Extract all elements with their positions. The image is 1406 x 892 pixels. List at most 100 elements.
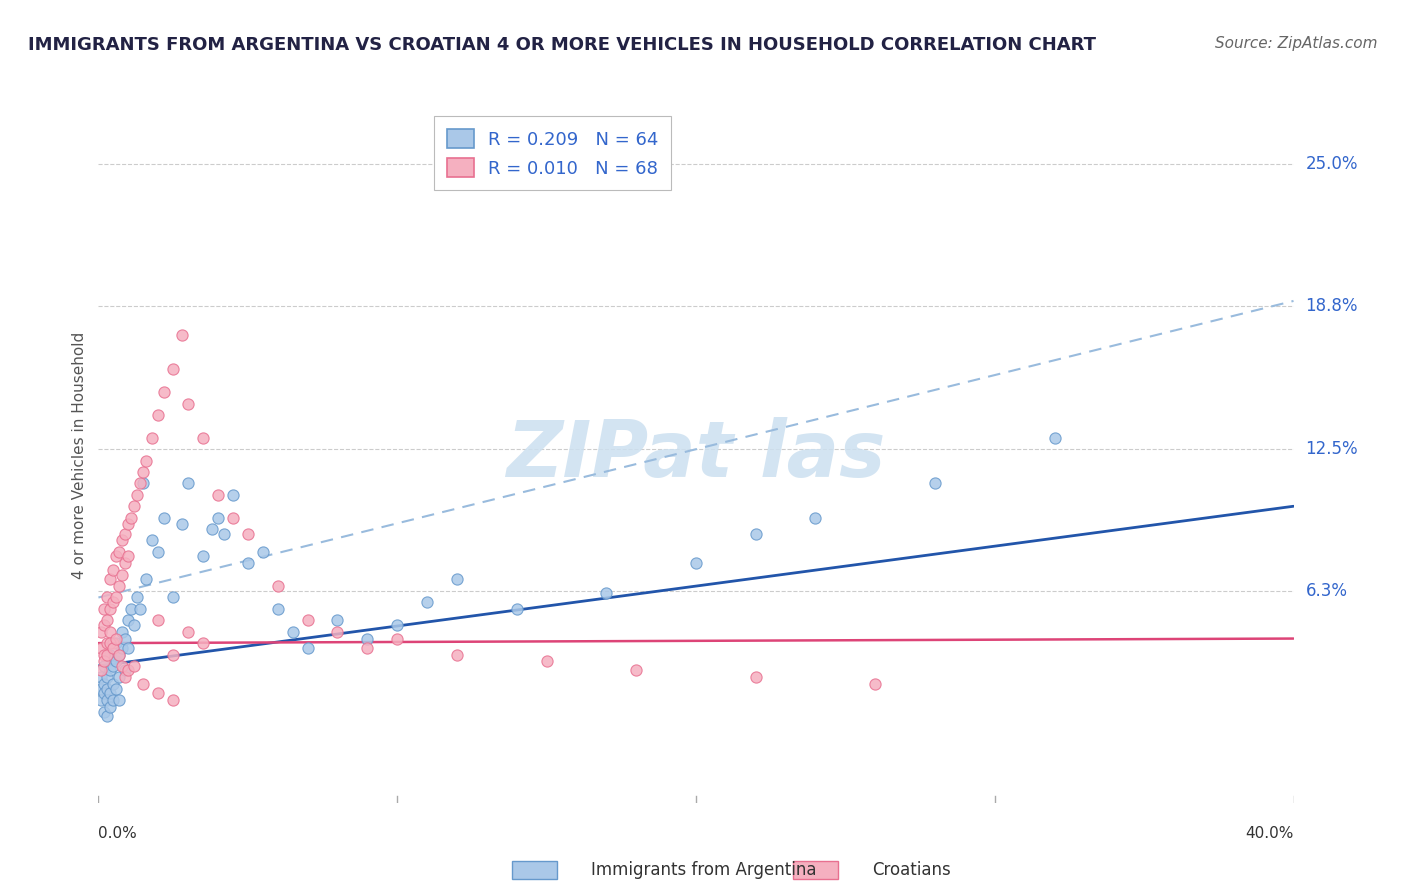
Point [356, 640, 378, 655]
Point [108, 693, 131, 707]
Point [172, 517, 194, 532]
Point [356, 632, 378, 646]
Point [108, 579, 131, 593]
Point [117, 664, 139, 678]
Point [114, 664, 136, 678]
Point [222, 488, 245, 502]
Point [148, 686, 170, 700]
Point [117, 640, 139, 655]
Point [114, 526, 136, 541]
Point [177, 396, 200, 410]
Point [132, 465, 155, 479]
Point [98, 664, 122, 678]
Point [90, 681, 112, 696]
Point [148, 408, 170, 422]
Point [162, 591, 184, 605]
Point [103, 693, 125, 707]
Point [132, 677, 155, 691]
Text: 18.8%: 18.8% [1306, 296, 1358, 315]
Point [93, 654, 115, 668]
Point [98, 624, 122, 639]
Point [201, 522, 224, 536]
Point [141, 431, 163, 445]
Point [108, 545, 131, 559]
Point [93, 648, 115, 662]
Point [685, 556, 707, 570]
Point [111, 624, 134, 639]
Point [385, 632, 409, 646]
Point [90, 664, 112, 678]
Point [212, 526, 235, 541]
Point [90, 624, 112, 639]
Point [162, 362, 184, 376]
Point [98, 700, 122, 714]
Point [172, 328, 194, 343]
Point [124, 500, 146, 514]
Text: Source: ZipAtlas.com: Source: ZipAtlas.com [1215, 36, 1378, 51]
Point [135, 572, 157, 586]
Point [177, 624, 200, 639]
Point [114, 670, 136, 684]
Point [103, 640, 125, 655]
Point [297, 640, 319, 655]
Point [96, 636, 118, 650]
Point [98, 636, 122, 650]
Point [281, 624, 304, 639]
Point [745, 526, 768, 541]
Point [90, 693, 112, 707]
Point [162, 648, 184, 662]
Point [326, 624, 349, 639]
Point [120, 602, 142, 616]
Point [326, 613, 349, 627]
Point [148, 545, 170, 559]
Point [93, 602, 115, 616]
Point [96, 613, 118, 627]
Point [191, 636, 214, 650]
Legend: R = 0.209   N = 64, R = 0.010   N = 68: R = 0.209 N = 64, R = 0.010 N = 68 [434, 116, 671, 190]
Text: 40.0%: 40.0% [1246, 826, 1294, 840]
Point [536, 654, 558, 668]
Point [111, 567, 134, 582]
Point [129, 602, 152, 616]
Point [93, 618, 115, 632]
Point [111, 659, 134, 673]
Point [105, 681, 128, 696]
Point [96, 693, 118, 707]
Point [117, 613, 139, 627]
Point [506, 602, 529, 616]
Point [162, 693, 184, 707]
Point [103, 677, 125, 691]
Point [105, 654, 128, 668]
Point [98, 602, 122, 616]
Point [93, 686, 115, 700]
Point [236, 556, 259, 570]
Point [132, 476, 155, 491]
Point [416, 595, 439, 609]
Point [222, 510, 245, 524]
Point [117, 549, 139, 564]
Point [141, 533, 163, 548]
Point [865, 677, 887, 691]
Text: 12.5%: 12.5% [1306, 441, 1358, 458]
Point [207, 510, 229, 524]
Point [177, 476, 200, 491]
Point [191, 431, 214, 445]
Point [108, 648, 131, 662]
Point [626, 664, 648, 678]
Point [804, 510, 827, 524]
Text: Croatians: Croatians [872, 861, 950, 879]
Point [90, 640, 112, 655]
Point [252, 545, 274, 559]
Point [105, 591, 128, 605]
Point [124, 659, 146, 673]
FancyBboxPatch shape [512, 862, 557, 880]
Point [103, 563, 125, 577]
Point [120, 510, 142, 524]
FancyBboxPatch shape [793, 862, 838, 880]
Point [98, 572, 122, 586]
Text: IMMIGRANTS FROM ARGENTINA VS CROATIAN 4 OR MORE VEHICLES IN HOUSEHOLD CORRELATIO: IMMIGRANTS FROM ARGENTINA VS CROATIAN 4 … [28, 36, 1097, 54]
Point [96, 670, 118, 684]
Point [1043, 431, 1066, 445]
Point [385, 618, 409, 632]
Point [93, 659, 115, 673]
